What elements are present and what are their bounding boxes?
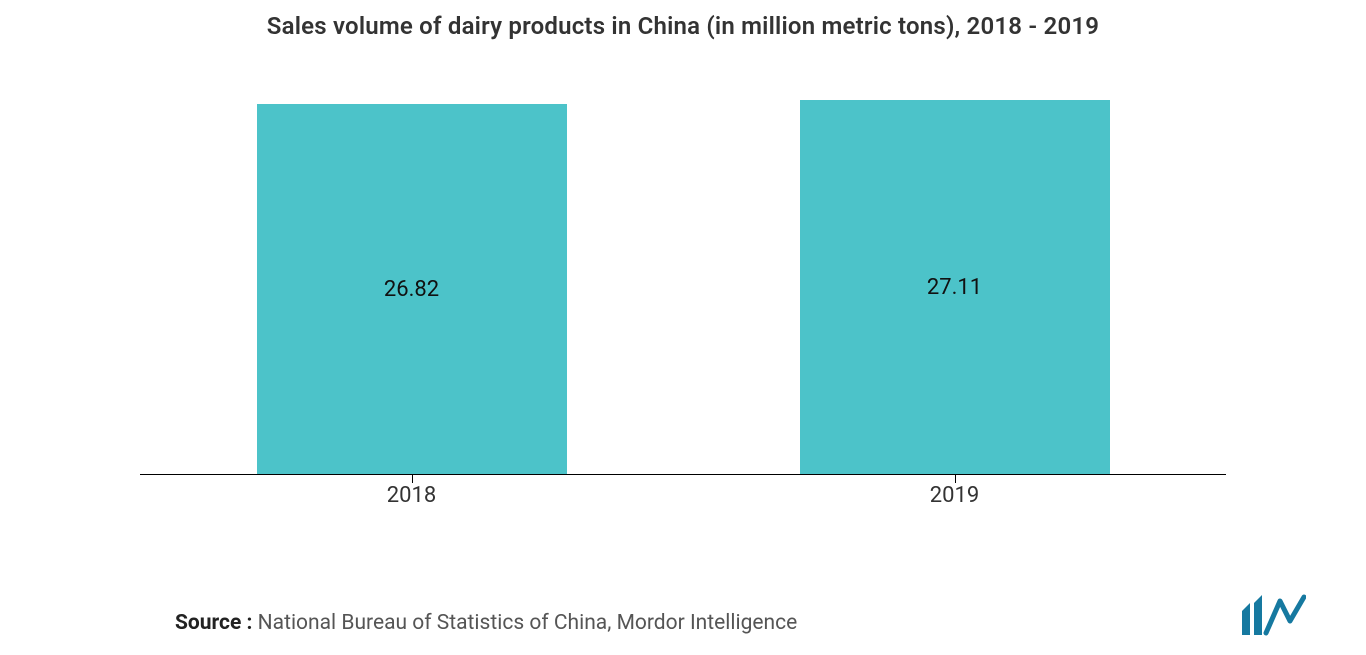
x-label-1: 2019	[683, 483, 1226, 508]
source-line: Source : National Bureau of Statistics o…	[175, 611, 797, 635]
x-label-0: 2018	[140, 483, 683, 508]
bar-col-1: 27.11	[683, 100, 1226, 475]
bar-col-0: 26.82	[140, 104, 683, 475]
chart-title: Sales volume of dairy products in China …	[0, 0, 1366, 70]
mordor-logo-icon	[1240, 593, 1306, 637]
axis-tick-0	[412, 475, 413, 483]
bar-value-0: 26.82	[384, 277, 439, 302]
bar-value-1: 27.11	[927, 275, 982, 300]
source-text: National Bureau of Statistics of China, …	[252, 611, 797, 635]
source-prefix: Source :	[175, 611, 252, 635]
bars-wrap: 26.82 27.11	[140, 95, 1226, 475]
chart-card: Sales volume of dairy products in China …	[0, 0, 1366, 655]
axis-tick-1	[955, 475, 956, 483]
bar-0: 26.82	[257, 104, 567, 475]
x-axis-line	[140, 474, 1226, 475]
bar-1: 27.11	[800, 100, 1110, 475]
plot-area: 26.82 27.11	[140, 95, 1226, 475]
x-axis-labels: 2018 2019	[140, 483, 1226, 508]
